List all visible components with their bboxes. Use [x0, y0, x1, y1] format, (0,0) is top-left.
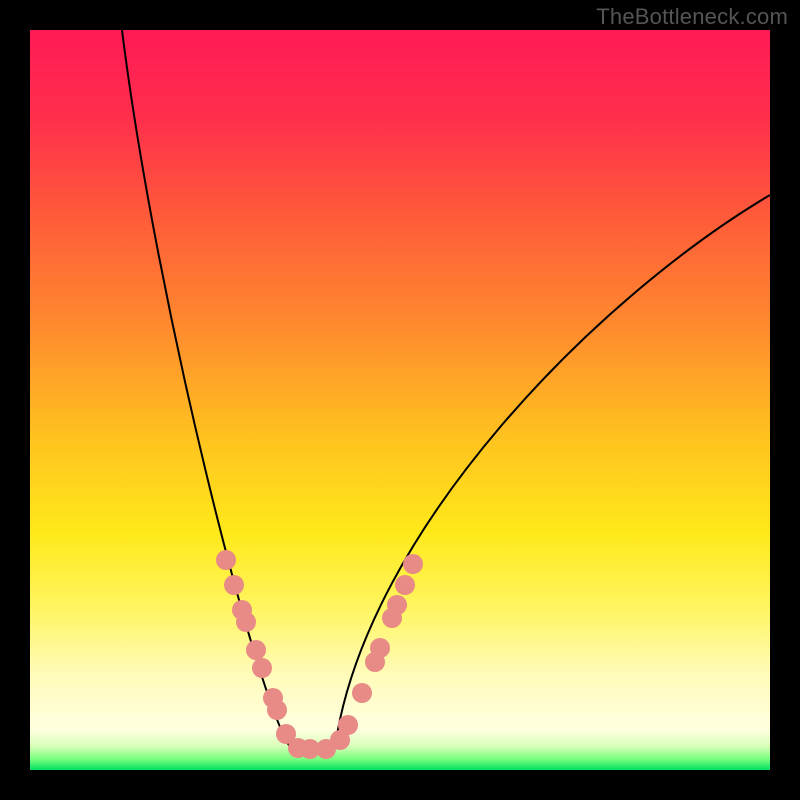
data-point — [387, 595, 407, 615]
data-point — [224, 575, 244, 595]
plot-area — [30, 30, 770, 770]
data-point — [338, 715, 358, 735]
gradient-background — [30, 30, 770, 770]
data-point — [216, 550, 236, 570]
data-point — [236, 612, 256, 632]
data-point — [252, 658, 272, 678]
data-point — [370, 638, 390, 658]
data-point — [246, 640, 266, 660]
data-point — [352, 683, 372, 703]
data-point — [403, 554, 423, 574]
data-point — [395, 575, 415, 595]
outer-frame: TheBottleneck.com — [0, 0, 800, 800]
data-point — [267, 700, 287, 720]
bottleneck-chart — [30, 30, 770, 770]
watermark-text: TheBottleneck.com — [596, 4, 788, 30]
